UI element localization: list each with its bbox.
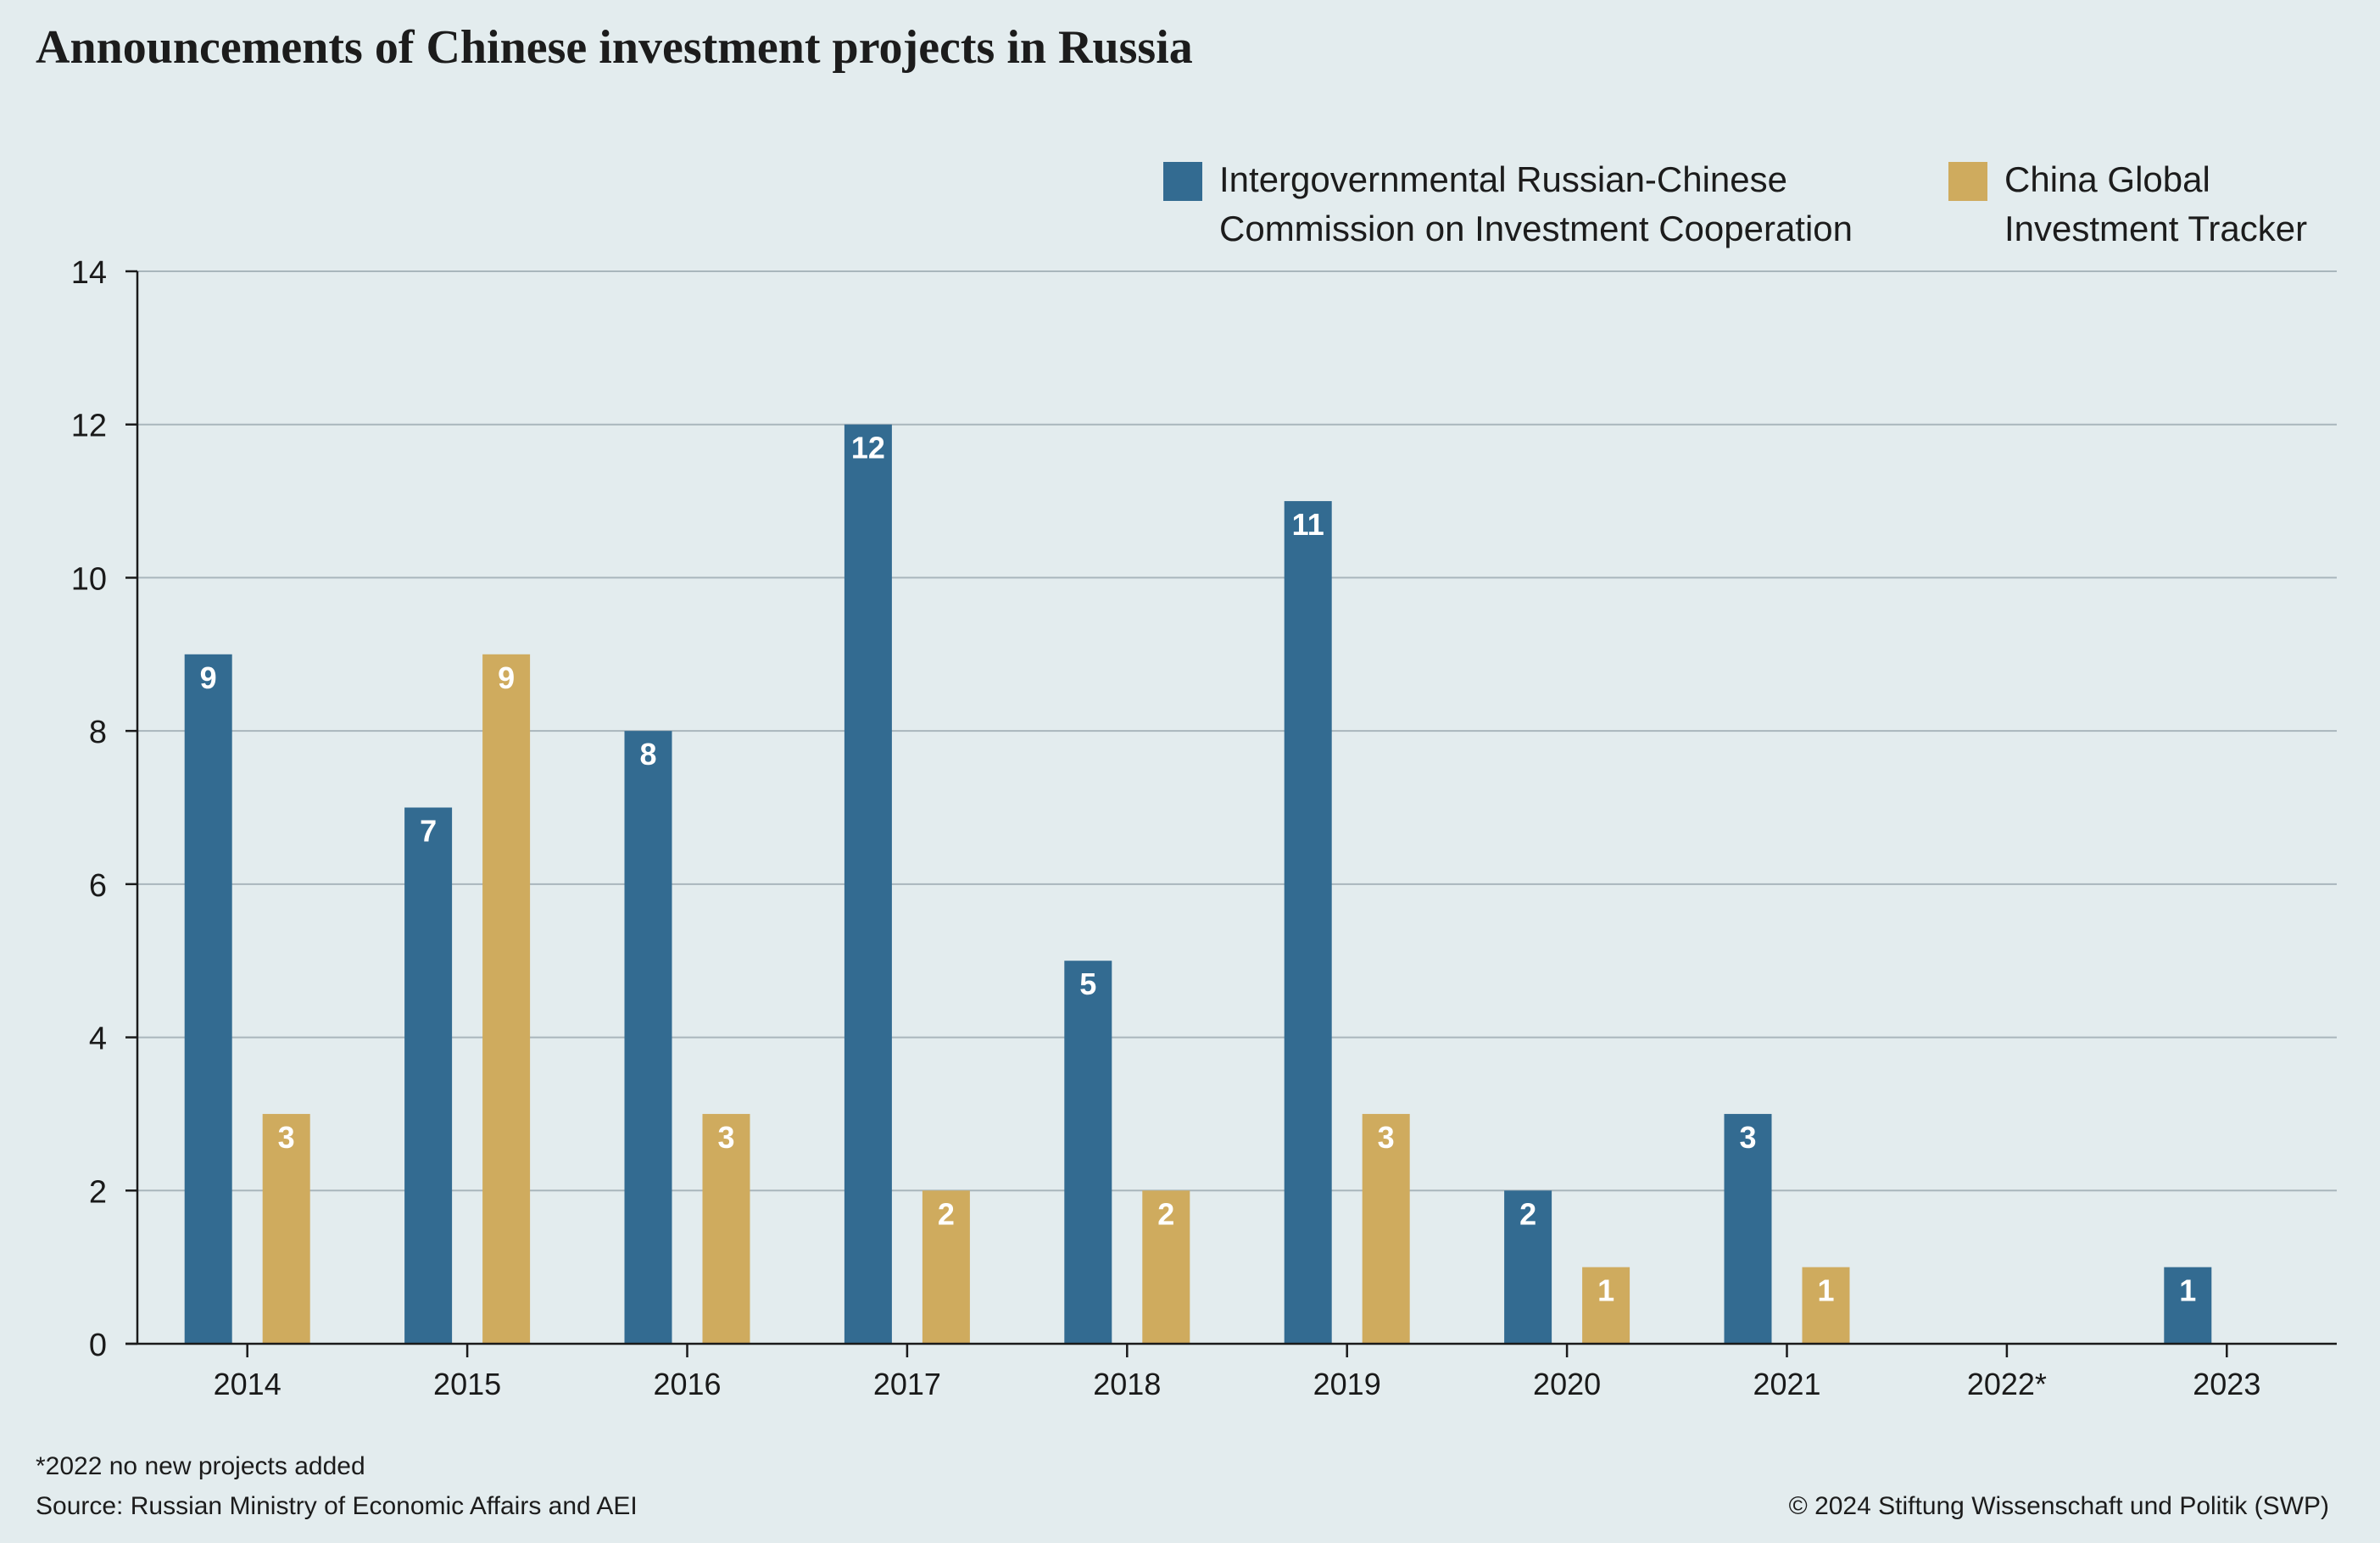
x-tick-label: 2020 (1533, 1367, 1601, 1401)
x-tick-label: 2018 (1093, 1367, 1161, 1401)
y-tick-label: 2 (89, 1174, 107, 1210)
data-label: 9 (200, 660, 217, 695)
y-tick-label: 8 (89, 715, 107, 750)
bar-commission (1284, 501, 1332, 1344)
axes (125, 270, 2337, 1357)
legend-swatch-commission (1163, 162, 1202, 201)
bars (184, 424, 2212, 1344)
data-label: 11 (1292, 507, 1324, 542)
x-tick-label: 2019 (1313, 1367, 1381, 1401)
x-tick-label: 2016 (653, 1367, 721, 1401)
data-label: 9 (498, 660, 515, 695)
data-label: 2 (1157, 1196, 1174, 1231)
bar-tracker (1582, 1267, 1630, 1344)
x-tick-label: 2021 (1753, 1367, 1820, 1401)
data-label: 7 (420, 814, 437, 849)
bar-tracker (1802, 1267, 1850, 1344)
bar-tracker (922, 1190, 970, 1344)
data-label: 2 (1519, 1196, 1536, 1231)
bar-tracker (1142, 1190, 1190, 1344)
bar-commission (1724, 1113, 1772, 1344)
copyright-note: © 2024 Stiftung Wissenschaft und Politik… (1788, 1492, 2329, 1520)
y-tick-label: 10 (71, 561, 107, 597)
data-label: 3 (717, 1120, 734, 1155)
source-note: Source: Russian Ministry of Economic Aff… (36, 1492, 638, 1520)
legend-item-commission: Intergovernmental Russian-Chinese Commis… (1163, 155, 1853, 253)
data-label: 3 (1378, 1120, 1395, 1155)
data-label: 12 (851, 431, 885, 465)
data-label: 1 (2179, 1273, 2196, 1308)
data-label: 3 (278, 1120, 295, 1155)
data-label: 2 (938, 1196, 955, 1231)
bar-commission (1064, 961, 1112, 1344)
data-label: 1 (1597, 1273, 1614, 1308)
bar-commission (844, 424, 892, 1344)
x-tick-label: 2014 (214, 1367, 281, 1401)
bar-commission (1504, 1190, 1552, 1344)
bar-tracker (702, 1113, 750, 1344)
legend-label-commission: Intergovernmental Russian-Chinese Commis… (1219, 155, 1853, 253)
legend-label-commission-line1: Intergovernmental Russian-Chinese (1219, 159, 1788, 199)
legend-swatch-tracker (1948, 162, 1987, 201)
x-tick-label: 2022* (1967, 1367, 2047, 1401)
data-label: 1 (1817, 1273, 1834, 1308)
x-tick-label: 2015 (433, 1367, 501, 1401)
labels: 0246810121420149320157920168320171222018… (71, 255, 2261, 1401)
legend-label-tracker-line2: Investment Tracker (2004, 209, 2308, 248)
chart-title: Announcements of Chinese investment proj… (36, 21, 1193, 74)
y-tick-label: 14 (71, 255, 107, 291)
bar-tracker (1362, 1113, 1410, 1344)
bar-tracker (262, 1113, 310, 1344)
y-tick-label: 12 (71, 409, 107, 444)
y-tick-label: 0 (89, 1328, 107, 1363)
bar-tracker (482, 654, 531, 1344)
x-tick-label: 2017 (873, 1367, 941, 1401)
bar-commission (184, 654, 232, 1344)
legend-label-tracker: China Global Investment Tracker (2004, 155, 2307, 253)
y-tick-label: 6 (89, 868, 107, 904)
x-tick-label: 2023 (2193, 1367, 2260, 1401)
bar-commission (404, 807, 453, 1344)
gridlines (137, 270, 2337, 1192)
data-label: 5 (1079, 966, 1096, 1001)
data-label: 3 (1739, 1120, 1756, 1155)
legend-label-tracker-line1: China Global (2004, 159, 2210, 199)
bar-chart: 0246810121420149320157920168320171222018… (71, 255, 2337, 1401)
bar-commission (624, 731, 672, 1344)
legend-item-tracker: China Global Investment Tracker (1948, 155, 2307, 253)
data-label: 8 (639, 737, 656, 772)
y-tick-label: 4 (89, 1022, 107, 1057)
legend-label-commission-line2: Commission on Investment Cooperation (1219, 209, 1853, 248)
bar-commission (2164, 1267, 2212, 1344)
footnote: *2022 no new projects added (36, 1452, 365, 1480)
